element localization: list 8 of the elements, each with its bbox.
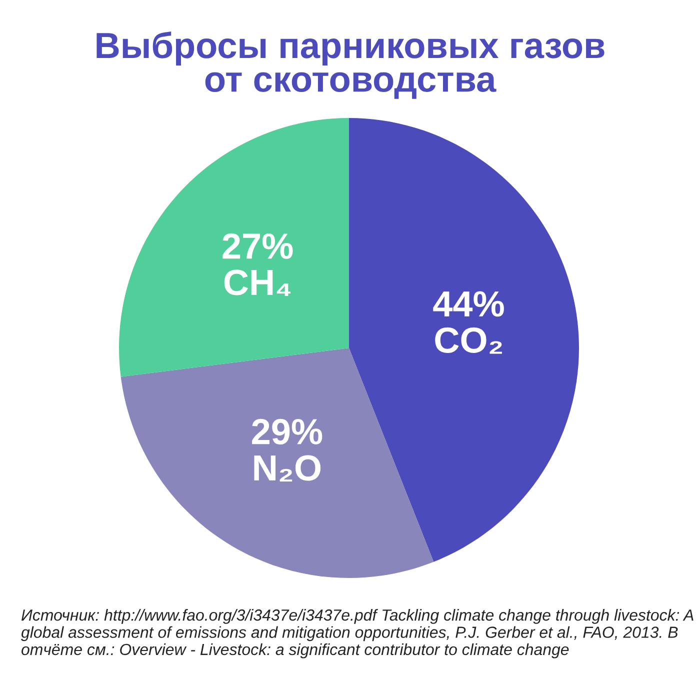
text: Источник: http://www.fao.org/3/i3437e/i3437e.pdf Tackling climate change through livestock: A global assessment of emissions and mitigation opportunities, P.J. Gerber et al., FAO, 2013. В отчёте см.: Overview - Livestock: a significant contributor to climate change [21,609,694,658]
data-label: 29% [252,418,322,444]
data-label: 44% [433,291,504,317]
data-label: 27% [222,233,293,259]
slice-label: CH₄ [224,270,290,296]
chart-title: Выбросы парниковых газов от скотоводства [96,32,604,99]
slice-label: N₂O [254,455,321,482]
slice-label: CO₂ [435,327,502,354]
